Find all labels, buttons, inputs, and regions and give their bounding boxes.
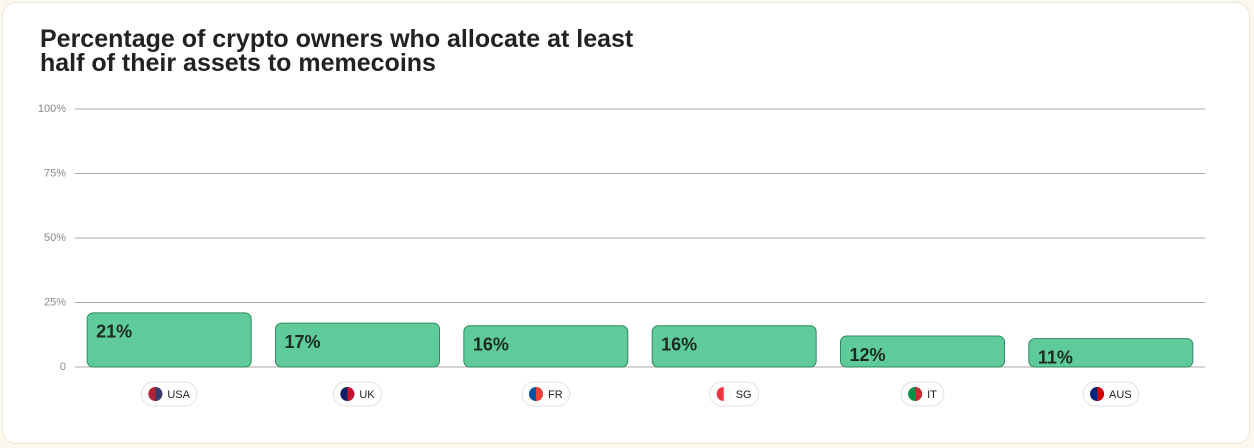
flag-icon-half <box>1097 387 1105 401</box>
x-tick-label: AUS <box>1109 389 1132 401</box>
flag-icon-half <box>535 387 543 401</box>
x-tick: USA <box>140 381 198 407</box>
flag-icon-half <box>723 387 731 401</box>
y-tick-label: 75% <box>44 167 66 179</box>
x-tick-label: FR <box>548 389 563 401</box>
x-tick: IT <box>900 381 945 407</box>
x-tick: AUS <box>1082 381 1140 407</box>
y-tick-label: 25% <box>44 296 66 308</box>
x-tick-label: IT <box>927 389 937 401</box>
flag-icon-half <box>915 387 923 401</box>
value-label: 16% <box>661 334 697 354</box>
x-tick: FR <box>521 381 571 407</box>
bar <box>463 325 629 368</box>
x-tick: UK <box>332 381 383 407</box>
y-tick-label: 0 <box>60 361 66 373</box>
y-tick-label: 100% <box>38 103 66 115</box>
bar <box>651 325 817 368</box>
x-tick: SG <box>709 381 760 407</box>
flag-icon-half <box>155 387 163 401</box>
bar <box>86 312 252 368</box>
value-label: 12% <box>850 345 886 365</box>
value-label: 21% <box>96 322 132 342</box>
bar <box>1028 338 1194 368</box>
y-tick-label: 50% <box>44 232 66 244</box>
value-label: 16% <box>473 334 509 354</box>
x-tick-pill <box>900 381 945 407</box>
value-label: 11% <box>1038 347 1073 367</box>
x-tick-label: SG <box>736 389 752 401</box>
bar <box>275 322 440 368</box>
x-tick-label: UK <box>359 389 375 401</box>
value-label: 17% <box>285 332 321 352</box>
flag-icon-half <box>347 387 355 401</box>
x-tick-label: USA <box>167 389 190 401</box>
bar <box>840 335 1005 368</box>
chart-title: Percentage of crypto owners who allocate… <box>40 25 634 77</box>
